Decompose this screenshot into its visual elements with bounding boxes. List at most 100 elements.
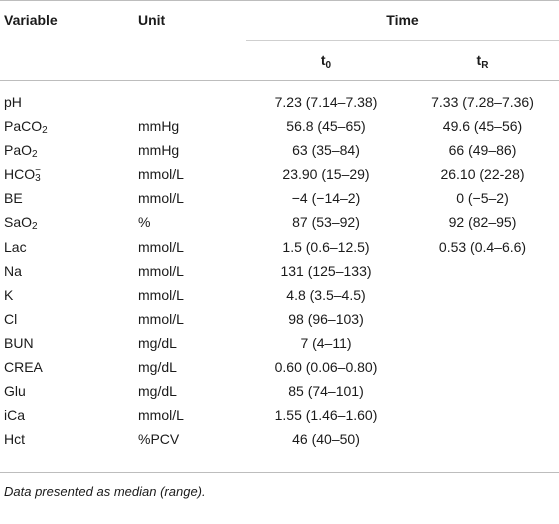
table-row: Hct %PCV 46 (40–50) (0, 429, 559, 453)
header-tR: tR (406, 52, 559, 71)
cell-unit: mmol/L (138, 310, 184, 327)
variable-base: CREA (4, 359, 43, 376)
variable-base: HCO (4, 166, 36, 183)
cell-unit: mmol/L (138, 407, 184, 424)
cell-unit: mg/dL (138, 334, 177, 351)
cell-unit: mmol/L (138, 238, 184, 255)
cell-unit: mmHg (138, 118, 180, 135)
table-top-rule (0, 0, 559, 1)
cell-t0: 85 (74–101) (288, 383, 364, 400)
cell-t0: 46 (40–50) (292, 431, 360, 448)
cell-unit: %PCV (138, 431, 180, 448)
cell-unit: mmHg (138, 142, 180, 159)
table-row: HCO −3 mmol/L 23.90 (15–29) 26.10 (22-28) (0, 164, 559, 188)
variable-base: pH (4, 94, 22, 110)
cell-t0: 63 (35–84) (292, 142, 360, 159)
header-unit: Unit (138, 12, 166, 28)
cell-variable: PaCO 2 (4, 118, 51, 137)
table-row: CREA mg/dL 0.60 (0.06–0.80) (0, 357, 559, 381)
table-row: Cl mmol/L 98 (96–103) (0, 309, 559, 333)
cell-variable: pH (4, 94, 22, 110)
header-bottom-rule (0, 80, 559, 81)
header-t0-sub: 0 (325, 60, 332, 71)
table-row: BUN mg/dL 7 (4–11) (0, 333, 559, 357)
variable-subscript: 2 (32, 149, 38, 161)
variable-subscript: 2 (32, 221, 38, 233)
cell-t0: 56.8 (45–65) (286, 118, 366, 135)
cell-tR: 49.6 (45–56) (442, 118, 523, 135)
cell-unit: mmol/L (138, 166, 184, 183)
variable-subscript: 2 (42, 125, 48, 137)
cell-tR: 66 (49–86) (448, 142, 517, 159)
cell-t0: 87 (53–92) (292, 214, 360, 231)
cell-variable: Cl (4, 311, 17, 327)
cell-variable: SaO 2 (4, 214, 41, 233)
table-bottom-rule (0, 472, 559, 473)
table-row: PaO 2 mmHg 63 (35–84) 66 (49–86) (0, 140, 559, 164)
table-row: pH 7.23 (7.14–7.38) 7.33 (7.28–7.36) (0, 92, 559, 116)
footnote: Data presented as median (range). (4, 484, 206, 499)
cell-variable: BE (4, 190, 23, 206)
cell-unit: mmol/L (138, 190, 184, 207)
cell-unit: mg/dL (138, 383, 177, 400)
variable-base: Hct (4, 431, 25, 448)
cell-unit: mmol/L (138, 262, 184, 279)
cell-variable: iCa (4, 407, 25, 423)
cell-variable: Na (4, 263, 22, 279)
table-row: Na mmol/L 131 (125–133) (0, 261, 559, 285)
variable-superscript: − (35, 165, 41, 177)
variable-base: BE (4, 190, 23, 207)
header-variable: Variable (4, 12, 58, 28)
variable-base: K (4, 286, 14, 303)
table-row: PaCO 2 mmHg 56.8 (45–65) 49.6 (45–56) (0, 116, 559, 140)
variable-base: PaO (4, 142, 33, 159)
cell-unit: % (138, 214, 151, 231)
cell-unit: mg/dL (138, 359, 177, 376)
cell-t0: 1.5 (0.6–12.5) (282, 238, 370, 255)
header-t0: t0 (246, 52, 406, 71)
cell-variable: HCO −3 (4, 165, 44, 185)
variable-base: PaCO (4, 118, 43, 135)
cell-tR: 92 (82–95) (448, 214, 517, 231)
cell-t0: 23.90 (15–29) (282, 166, 370, 183)
cell-variable: CREA (4, 359, 43, 375)
cell-t0: 131 (125–133) (280, 262, 372, 279)
variable-base: BUN (4, 334, 34, 351)
header-tR-sub: R (481, 60, 489, 71)
cell-t0: −4 (−14–2) (291, 190, 361, 207)
table-row: iCa mmol/L 1.55 (1.46–1.60) (0, 405, 559, 429)
table-row: BE mmol/L −4 (−14–2) 0 (−5–2) (0, 188, 559, 212)
cell-variable: PaO 2 (4, 142, 41, 161)
cell-tR: 0 (−5–2) (456, 190, 509, 207)
header-time: Time (386, 12, 419, 28)
cell-t0: 7.23 (7.14–7.38) (274, 94, 378, 110)
variable-base: Na (4, 262, 22, 279)
cell-variable: K (4, 287, 13, 303)
cell-t0: 7 (4–11) (300, 334, 352, 351)
time-header-rule (246, 40, 559, 41)
table-row: Lac mmol/L 1.5 (0.6–12.5) 0.53 (0.4–6.6) (0, 237, 559, 261)
variable-base: Cl (4, 310, 18, 327)
table-row: Glu mg/dL 85 (74–101) (0, 381, 559, 405)
variable-subscript: 3 (35, 173, 41, 185)
table-body: pH 7.23 (7.14–7.38) 7.33 (7.28–7.36) PaCO 2 m… (0, 92, 559, 453)
cell-variable: Hct (4, 431, 25, 447)
cell-unit: mmol/L (138, 286, 184, 303)
cell-t0: 0.60 (0.06–0.80) (274, 359, 378, 376)
variable-base: SaO (4, 214, 33, 231)
cell-variable: BUN (4, 335, 34, 351)
table-row: SaO 2% 87 (53–92) 92 (82–95) (0, 212, 559, 236)
cell-tR: 26.10 (22-28) (440, 166, 525, 183)
cell-tR: 0.53 (0.4–6.6) (438, 238, 527, 255)
variable-base: Lac (4, 238, 27, 255)
variable-base: Glu (4, 383, 26, 400)
cell-t0: 1.55 (1.46–1.60) (274, 407, 378, 424)
variable-base: iCa (4, 407, 26, 424)
cell-t0: 4.8 (3.5–4.5) (286, 286, 366, 303)
cell-t0: 98 (96–103) (288, 310, 364, 327)
header-t0-base: t (320, 52, 326, 68)
header-tR-base: t (476, 52, 482, 68)
cell-variable: Lac (4, 239, 27, 255)
cell-variable: Glu (4, 383, 26, 399)
